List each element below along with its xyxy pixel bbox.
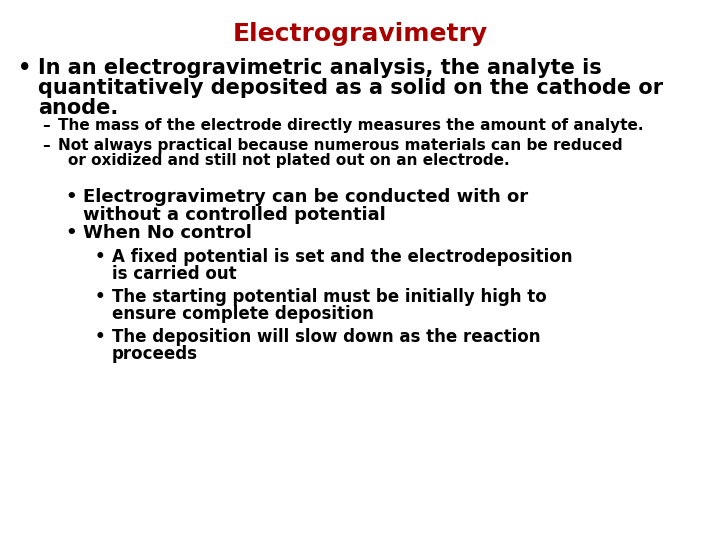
Text: or oxidized and still not plated out on an electrode.: or oxidized and still not plated out on … [68,153,510,168]
Text: Not always practical because numerous materials can be reduced: Not always practical because numerous ma… [58,138,623,153]
Text: The mass of the electrode directly measures the amount of analyte.: The mass of the electrode directly measu… [58,118,644,133]
Text: Electrogravimetry can be conducted with or: Electrogravimetry can be conducted with … [83,188,528,206]
Text: •: • [65,224,76,242]
Text: quantitatively deposited as a solid on the cathode or: quantitatively deposited as a solid on t… [38,78,663,98]
Text: •: • [95,328,106,346]
Text: •: • [65,188,76,206]
Text: •: • [18,58,32,78]
Text: The starting potential must be initially high to: The starting potential must be initially… [112,288,546,306]
Text: •: • [95,288,106,306]
Text: When No control: When No control [83,224,252,242]
Text: The deposition will slow down as the reaction: The deposition will slow down as the rea… [112,328,541,346]
Text: –: – [42,138,50,153]
Text: In an electrogravimetric analysis, the analyte is: In an electrogravimetric analysis, the a… [38,58,602,78]
Text: anode.: anode. [38,98,118,118]
Text: –: – [42,118,50,133]
Text: without a controlled potential: without a controlled potential [83,206,386,224]
Text: proceeds: proceeds [112,345,198,363]
Text: Electrogravimetry: Electrogravimetry [233,22,487,46]
Text: is carried out: is carried out [112,265,237,283]
Text: ensure complete deposition: ensure complete deposition [112,305,374,323]
Text: •: • [95,248,106,266]
Text: A fixed potential is set and the electrodeposition: A fixed potential is set and the electro… [112,248,572,266]
